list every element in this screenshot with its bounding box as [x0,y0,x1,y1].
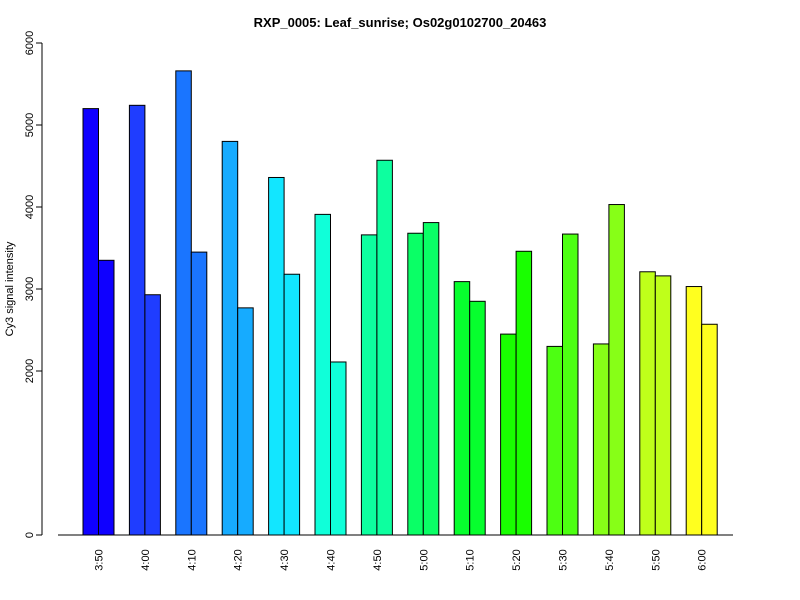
bar [268,176,285,536]
bar [453,281,471,536]
x-axis: 3:50 4:00 4:10 4:20 4:30 4:40 4:50 5:00 5:10 5:20… [94,549,709,570]
y-tick-label: 2000 [24,359,36,383]
bar [608,204,625,536]
x-tick-label: 4:50 [372,549,384,570]
bar [422,222,440,536]
bar [639,271,656,536]
bar [469,300,486,536]
y-tick-label: 4000 [24,195,36,219]
bar [190,251,208,536]
y-axis-label: Cy3 signal intensity [4,241,16,336]
x-tick-label: 5:50 [650,549,662,570]
x-tick-label: 4:40 [326,549,338,570]
bar [128,104,146,536]
bar [685,286,703,536]
bar [82,108,99,536]
bar [237,307,254,536]
x-tick-label: 4:20 [233,549,245,570]
x-tick-label: 5:20 [511,549,523,570]
chart-title: RXP_0005: Leaf_sunrise; Os02g0102700_204… [254,15,547,30]
bar [500,333,517,536]
bar [221,140,239,536]
y-tick-label: 3000 [24,277,36,301]
x-tick-label: 5:10 [465,549,477,570]
x-tick-label: 3:50 [94,549,106,570]
bar [283,273,301,536]
bar [360,234,378,536]
bar [701,323,718,536]
x-tick-label: 4:10 [186,549,198,570]
x-tick-label: 4:00 [140,549,152,570]
bar [515,250,533,536]
bar [175,70,192,536]
bar [98,259,115,536]
bar [376,159,393,536]
bar [314,213,331,536]
bar [562,233,579,536]
x-tick-label: 5:30 [558,549,570,570]
y-axis: 0 2000 3000 4000 5000 6000 [24,31,43,538]
bar [407,232,424,536]
x-tick-label: 4:30 [279,549,291,570]
bar [330,361,347,536]
bar [144,294,161,536]
y-tick-label: 6000 [24,31,36,55]
y-tick-label: 0 [24,532,36,538]
x-tick-label: 5:40 [604,549,616,570]
bar [592,343,610,536]
y-tick-label: 5000 [24,113,36,137]
x-tick-label: 5:00 [418,549,430,570]
x-tick-label: 6:00 [697,549,709,570]
bar [546,345,563,536]
bars [82,70,718,536]
bar [654,275,672,536]
